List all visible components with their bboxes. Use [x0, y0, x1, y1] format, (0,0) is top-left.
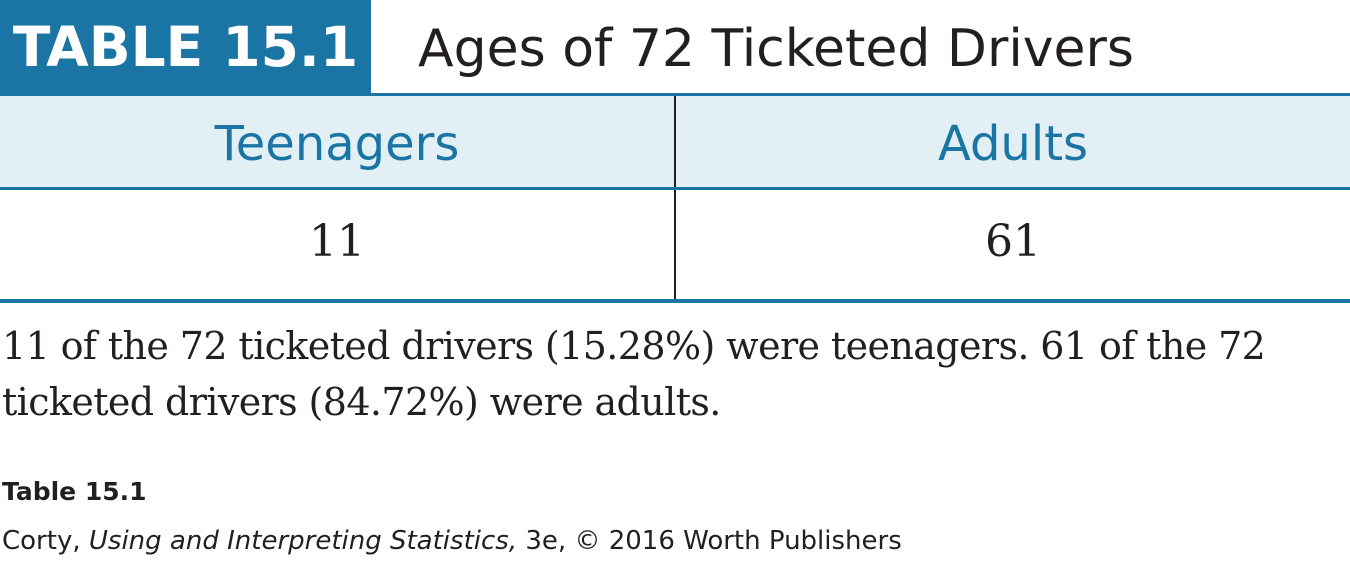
table-title-bar: TABLE 15.1 Ages of 72 Ticketed Drivers [0, 0, 1350, 95]
table-number-label: TABLE 15.1 [0, 0, 371, 95]
table-title: Ages of 72 Ticketed Drivers [418, 19, 1135, 79]
column-header-adults: Adults [937, 116, 1089, 172]
table-cell-adults: 61 [985, 216, 1041, 267]
header-column-divider [674, 96, 676, 187]
credit-edition-publisher: 3e, © 2016 Worth Publishers [517, 526, 902, 556]
table-cell-teenagers: 11 [309, 216, 365, 267]
table-top-rule [0, 93, 1350, 96]
caption-title: Table 15.1 [2, 477, 147, 506]
credit-book-title: Using and Interpreting Statistics, [88, 526, 518, 556]
credit-author: Corty, [2, 526, 89, 556]
column-header-teenagers: Teenagers [214, 116, 460, 172]
table-header-rule [0, 187, 1350, 190]
body-column-divider [674, 190, 676, 299]
source-credit: Corty, Using and Interpreting Statistics… [2, 524, 902, 558]
table-bottom-rule [0, 299, 1350, 303]
table-note: 11 of the 72 ticketed drivers (15.28%) w… [2, 324, 1266, 424]
